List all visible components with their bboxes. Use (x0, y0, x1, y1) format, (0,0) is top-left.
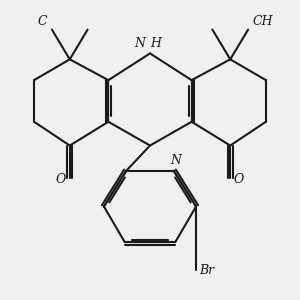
Text: C: C (38, 15, 47, 28)
Text: O: O (234, 173, 244, 186)
Text: N: N (134, 37, 146, 50)
Text: O: O (56, 173, 66, 186)
Text: H: H (150, 37, 161, 50)
Text: N: N (170, 154, 181, 167)
Text: Br: Br (199, 264, 214, 277)
Text: CH: CH (253, 15, 273, 28)
